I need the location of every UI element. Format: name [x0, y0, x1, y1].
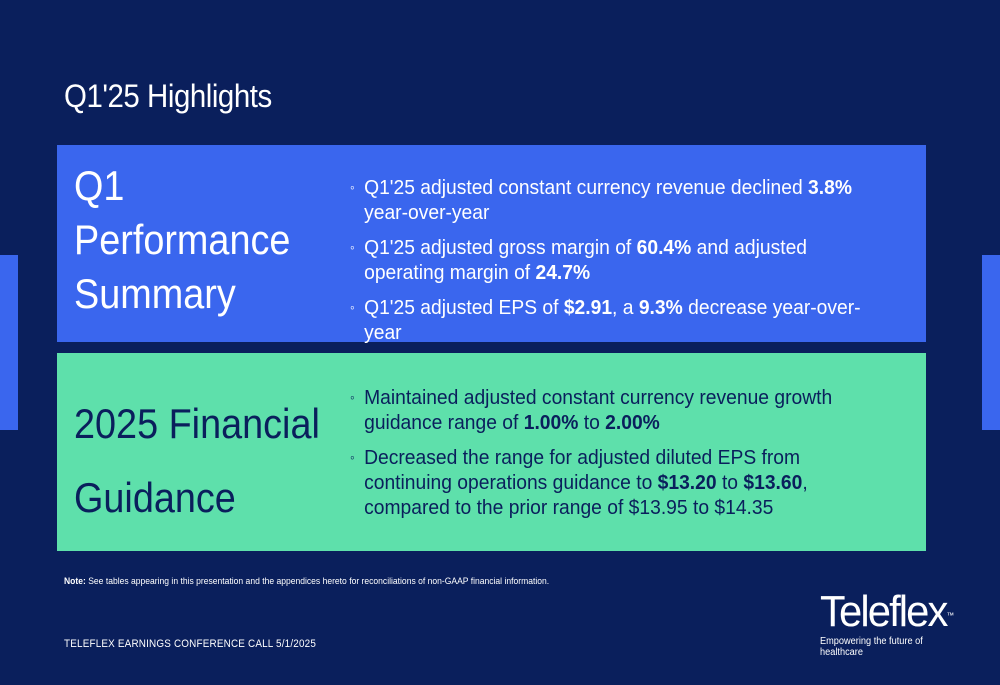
- logo-tagline: Empowering the future of healthcare: [820, 636, 923, 658]
- heading-line: Performance: [74, 216, 291, 263]
- bullet-text: Decreased the range for adjusted diluted…: [364, 446, 801, 494]
- footnote: Note: See tables appearing in this prese…: [64, 576, 549, 587]
- performance-summary-heading: Q1 Performance Summary: [74, 159, 308, 321]
- bullet-marker-icon: ◦: [350, 389, 355, 405]
- bullet-text: Q1'25 adjusted gross margin of: [364, 236, 637, 259]
- performance-bullet-list: ◦ Q1'25 adjusted constant currency revenu…: [350, 175, 891, 355]
- footer-text: TELEFLEX EARNINGS CONFERENCE CALL 5/1/20…: [64, 638, 317, 650]
- bullet-highlight: 9.3%: [638, 296, 683, 319]
- right-accent-tab: [982, 255, 1000, 430]
- bullet-highlight: 1.00%: [523, 411, 579, 434]
- heading-line: 2025 Financial: [74, 400, 320, 447]
- bullet-highlight: $2.91: [563, 296, 613, 319]
- bullet-text: year-over-year: [364, 201, 490, 224]
- left-accent-tab: [0, 255, 18, 430]
- bullet-marker-icon: ◦: [350, 449, 355, 465]
- bullet-item: ◦ Q1'25 adjusted constant currency revenu…: [350, 175, 891, 225]
- bullet-text: to: [578, 411, 606, 434]
- bullet-marker-icon: ◦: [350, 179, 355, 195]
- guidance-bullet-list: ◦ Maintained adjusted constant currency r…: [350, 385, 891, 530]
- bullet-text: to: [716, 471, 744, 494]
- bullet-highlight: 2.00%: [605, 411, 660, 434]
- bullet-marker-icon: ◦: [350, 239, 355, 255]
- logo-word: Teleflex: [820, 587, 948, 636]
- bullet-text: , a: [612, 296, 639, 319]
- bullet-text: decrease year-over-year: [364, 296, 861, 344]
- heading-line: Summary: [74, 270, 236, 317]
- bullet-highlight: 60.4%: [636, 236, 692, 259]
- heading-line: Q1: [74, 162, 125, 209]
- heading-line: Guidance: [74, 474, 236, 521]
- bullet-text: Q1'25 adjusted EPS of: [364, 296, 564, 319]
- bullet-text: , compared to the prior range of $13.95 …: [364, 471, 808, 519]
- bullet-highlight: $13.20: [657, 471, 717, 494]
- bullet-marker-icon: ◦: [350, 299, 355, 315]
- bullet-text: Q1'25 adjusted constant currency revenue…: [364, 176, 809, 199]
- footnote-label: Note:: [64, 576, 86, 587]
- bullet-item: ◦ Q1'25 adjusted EPS of $2.91, a 9.3% dec…: [350, 295, 891, 345]
- bullet-highlight: $13.60: [743, 471, 803, 494]
- bullet-item: ◦ Decreased the range for adjusted dilute…: [350, 445, 891, 520]
- footnote-text: See tables appearing in this presentatio…: [85, 576, 550, 587]
- performance-summary-panel: Q1 Performance Summary ◦ Q1'25 adjusted c…: [57, 145, 926, 344]
- financial-guidance-panel: 2025 Financial Guidance ◦ Maintained adju…: [57, 353, 926, 551]
- bullet-text: Maintained adjusted constant currency re…: [364, 386, 833, 434]
- bullet-highlight: 24.7%: [535, 261, 591, 284]
- page-title: Q1'25 Highlights: [64, 78, 272, 114]
- bullet-highlight: 3.8%: [808, 176, 852, 199]
- teleflex-logo: Teleflex™ Empowering the future of healt…: [820, 590, 980, 659]
- bullet-text: and adjusted operating margin of: [364, 236, 808, 284]
- bullet-item: ◦ Q1'25 adjusted gross margin of 60.4% an…: [350, 235, 891, 285]
- bullet-item: ◦ Maintained adjusted constant currency r…: [350, 385, 891, 435]
- financial-guidance-heading: 2025 Financial Guidance: [74, 387, 326, 535]
- logo-wordmark: Teleflex™: [820, 590, 972, 634]
- logo-trademark: ™: [946, 611, 955, 620]
